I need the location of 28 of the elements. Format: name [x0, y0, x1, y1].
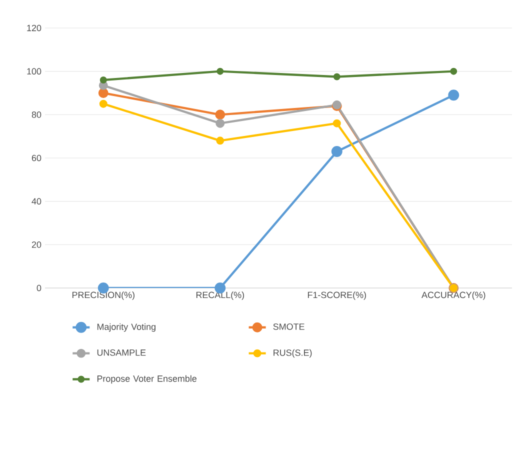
x-tick-label: RECALL(%) — [196, 292, 244, 300]
legend-label: UNSAMPLE — [97, 349, 146, 356]
y-tick-label: 80 — [32, 111, 42, 118]
x-tick-label: PRECISION(%) — [72, 292, 134, 300]
point — [216, 118, 225, 128]
point — [450, 68, 458, 75]
y-tick-label: 0 — [36, 284, 42, 292]
point — [215, 110, 226, 120]
y-tick-label: 20 — [32, 241, 42, 248]
point — [100, 76, 107, 84]
x-tick-label: F1-SCORE(%) — [308, 292, 366, 300]
legend-label: SMOTE — [273, 323, 304, 330]
point — [332, 119, 341, 128]
point — [99, 100, 108, 108]
legend-label: Propose Voter Ensemble — [97, 375, 196, 384]
point — [333, 73, 340, 80]
point — [216, 136, 224, 145]
y-tick-label: 120 — [27, 24, 42, 32]
x-tick-label: ACCURACY(%) — [422, 292, 486, 300]
y-tick-label: 100 — [27, 68, 42, 75]
point — [216, 68, 224, 75]
y-tick-label: 60 — [32, 154, 42, 162]
point — [331, 146, 342, 157]
point — [98, 88, 108, 98]
point — [448, 90, 460, 101]
legend-label: Majority Voting — [97, 323, 156, 332]
y-tick-label: 40 — [32, 198, 42, 205]
legend-label: RUS(S.E) — [274, 349, 312, 358]
